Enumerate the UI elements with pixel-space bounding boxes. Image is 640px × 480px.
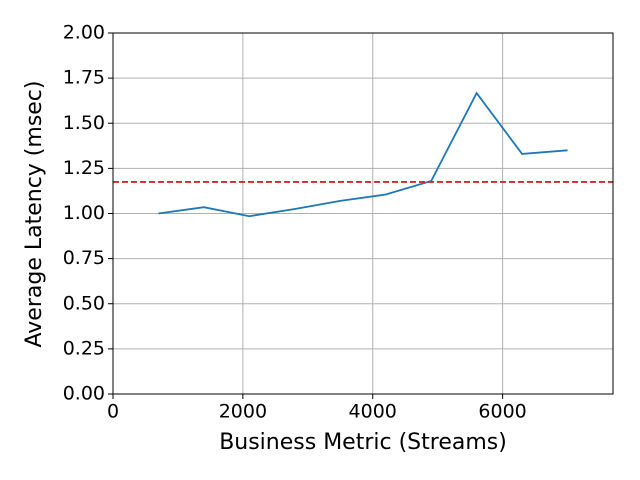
y-tick-label: 1.25 [63,157,105,179]
x-tick-label: 2000 [219,401,267,423]
x-tick-label: 4000 [349,401,397,423]
y-tick-label: 0.50 [63,292,105,314]
x-tick-label: 6000 [478,401,526,423]
y-tick-label: 1.50 [63,112,105,134]
y-tick-label: 0.25 [63,337,105,359]
data-line [158,91,568,218]
y-axis-label: Average Latency (msec) [22,81,47,348]
plot-frame [112,32,614,395]
y-tick-label: 0.75 [63,247,105,269]
x-tick-label: 0 [107,401,119,423]
y-tick-label: 2.00 [63,22,105,44]
y-tick-label: 1.00 [63,202,105,224]
y-tick-label: 0.00 [63,383,105,405]
y-tick-label: 1.75 [63,67,105,89]
x-axis-label: Business Metric (Streams) [219,430,507,455]
